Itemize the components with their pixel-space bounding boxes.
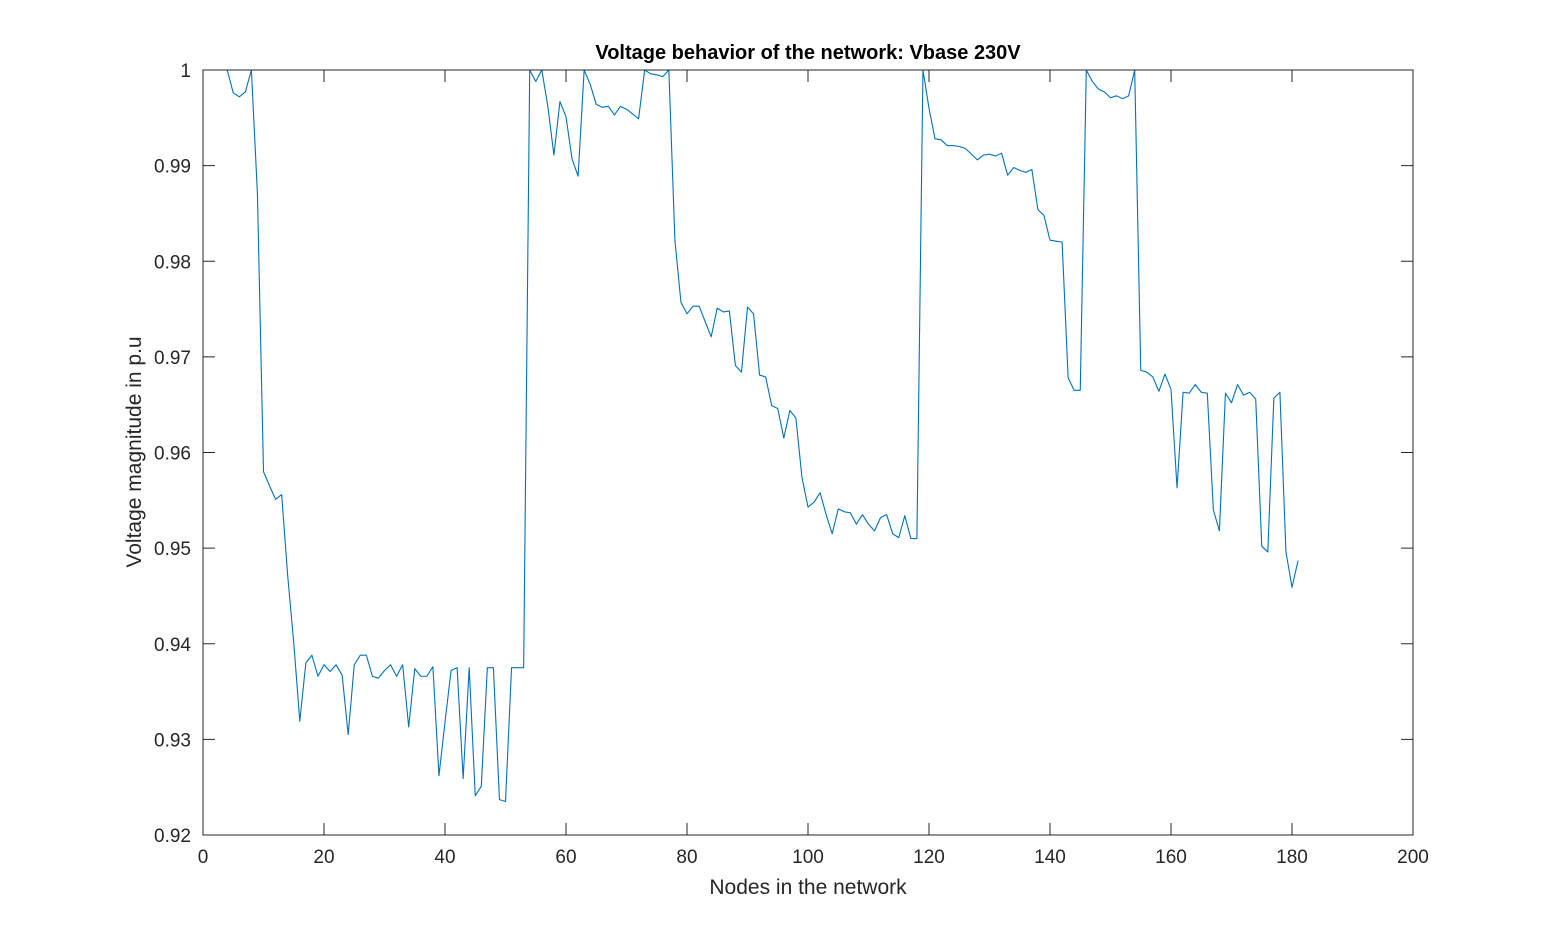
x-tick-label: 140 <box>1034 847 1066 868</box>
x-tick-label: 100 <box>792 847 824 868</box>
y-axis-label: Voltage magnitude in p.u <box>123 336 146 567</box>
y-tick-label: 0.99 <box>154 157 191 178</box>
y-tick-label: 0.93 <box>154 730 191 751</box>
axes-box <box>202 69 1414 836</box>
x-tick-label: 120 <box>913 847 945 868</box>
plot-area <box>203 70 1413 835</box>
x-tick-label: 60 <box>555 847 576 868</box>
x-tick-label: 160 <box>1155 847 1187 868</box>
y-tick-label: 1 <box>180 61 191 82</box>
x-axis-label: Nodes in the network <box>709 876 907 899</box>
y-tick-label: 0.95 <box>154 539 191 560</box>
tick-labels: 0 20 40 60 80 100 120 140 160 180 200 0.92 0.93 0.94 0… <box>154 61 1429 868</box>
y-tick-label: 0.94 <box>154 635 191 656</box>
y-tick-label: 0.97 <box>154 348 191 369</box>
series-layer <box>209 69 1299 803</box>
x-tick-label: 200 <box>1397 847 1429 868</box>
y-tick-label: 0.96 <box>154 444 191 465</box>
x-tick-label: 40 <box>434 847 455 868</box>
series-line <box>209 69 1299 803</box>
y-tick-label: 0.92 <box>154 826 191 847</box>
x-tick-label: 80 <box>676 847 697 868</box>
x-tick-label: 20 <box>313 847 334 868</box>
chart-title: Voltage behavior of the network: Vbase 2… <box>595 42 1021 64</box>
y-tick-label: 0.98 <box>154 252 191 273</box>
x-tick-label: 180 <box>1276 847 1308 868</box>
x-tick-label: 0 <box>198 847 209 868</box>
